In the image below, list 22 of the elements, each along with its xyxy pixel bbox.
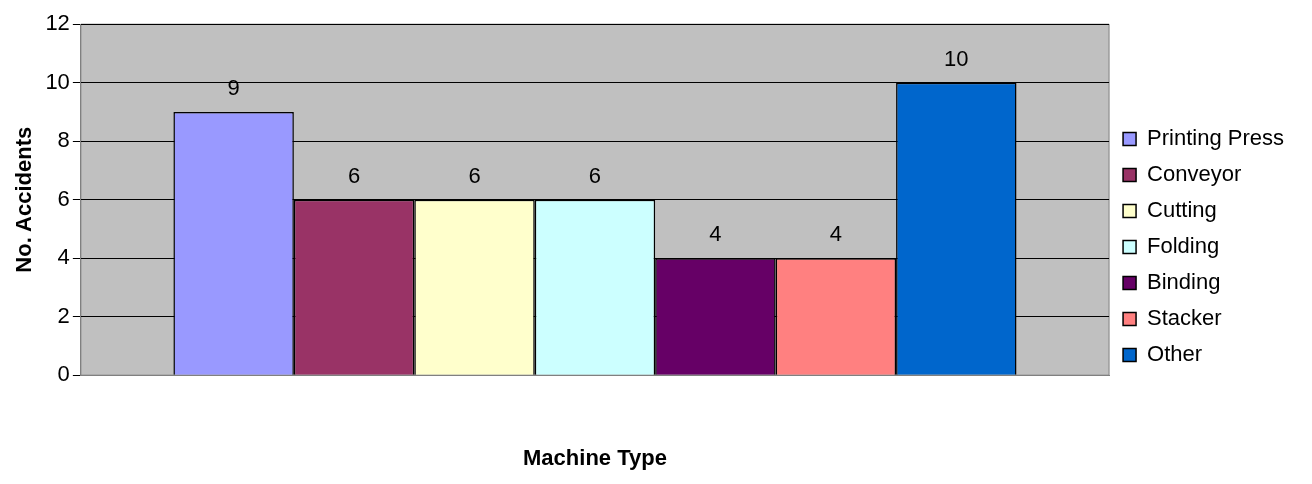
data-label: 6 <box>468 162 481 188</box>
legend-label: Folding <box>1147 233 1220 259</box>
legend-label: Conveyor <box>1147 161 1242 187</box>
y-tick-label: 4 <box>57 244 70 270</box>
y-tick-label: 2 <box>57 302 70 328</box>
y-tick-label: 6 <box>57 185 70 211</box>
y-tick-label: 8 <box>57 127 70 153</box>
legend-label: Other <box>1147 341 1203 367</box>
x-axis-title: Machine Type <box>523 444 667 470</box>
y-tick-label: 0 <box>57 361 70 387</box>
data-label: 6 <box>588 162 602 188</box>
data-label: 6 <box>347 162 361 188</box>
legend-label: Printing Press <box>1147 125 1285 151</box>
y-axis-title: No. Accidents <box>11 126 37 273</box>
legend-label: Stacker <box>1147 305 1222 331</box>
data-label: 4 <box>709 221 722 247</box>
y-tick-label: 12 <box>45 10 70 36</box>
y-tick-label: 10 <box>45 68 70 94</box>
data-label: 10 <box>944 45 969 71</box>
legend-label: Binding <box>1147 269 1221 295</box>
legend-label: Cutting <box>1147 197 1217 223</box>
data-label: 4 <box>829 221 842 247</box>
